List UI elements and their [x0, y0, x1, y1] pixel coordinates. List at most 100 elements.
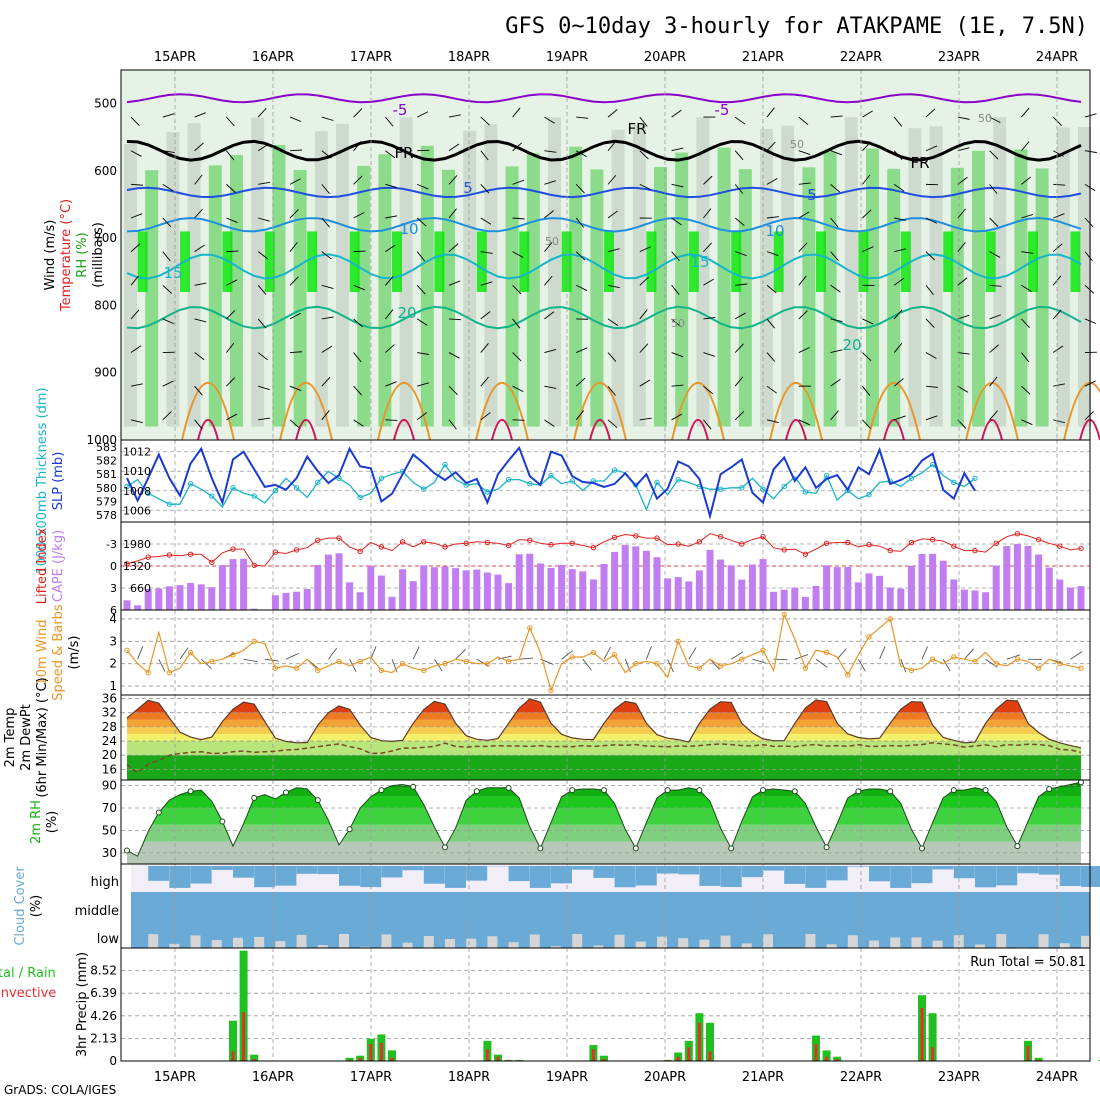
- wind-barb: [1021, 352, 1030, 363]
- wind-barb: [1084, 318, 1097, 325]
- wind10-barb: [815, 658, 828, 668]
- wind10-barb: [561, 650, 573, 660]
- rh-cell: [314, 131, 328, 427]
- wind10-point: [1035, 665, 1042, 671]
- rh2m-point: [632, 845, 639, 852]
- wind-barb: [734, 343, 744, 353]
- precip-total-bar: [229, 1020, 237, 1061]
- wind10-barb: [582, 658, 592, 671]
- cape-bar: [939, 560, 947, 610]
- wind10-point: [399, 660, 406, 667]
- cape-bar: [770, 591, 778, 610]
- rh2m-axis-label: 2m RH: [29, 800, 44, 844]
- rh2m-point: [1014, 843, 1021, 850]
- wind10-point: [611, 652, 618, 658]
- precip-conv-bar: [602, 1058, 606, 1061]
- precip-conv-bar: [825, 1056, 829, 1061]
- wind-barb: [798, 310, 808, 320]
- cloud-row-label-0: high: [91, 875, 119, 890]
- wind-barb: [925, 145, 938, 152]
- contour-hot-dome: [883, 418, 905, 441]
- wind-barb: [226, 377, 236, 387]
- precip-conv-bar: [666, 1059, 670, 1061]
- wind-barb: [957, 277, 968, 286]
- cape-bar: [483, 572, 491, 610]
- lifted-index-point: [866, 542, 872, 548]
- wind-barb: [893, 277, 905, 286]
- wind-barb: [607, 248, 620, 253]
- wind-barb: [989, 116, 1001, 123]
- wind-barb: [416, 217, 427, 227]
- rh-bright-cell: [604, 231, 614, 292]
- wind10-point: [209, 658, 215, 665]
- wind10-point: [527, 625, 533, 631]
- precip-tick-0: 8.52: [90, 964, 117, 978]
- wind-barb: [416, 251, 426, 262]
- wind-barb: [321, 116, 334, 121]
- cape-bar: [558, 564, 566, 610]
- wind10-point: [717, 663, 724, 669]
- wind-barb: [703, 278, 714, 286]
- wind-barb: [703, 385, 713, 395]
- wind-barb: [671, 183, 684, 188]
- cape-bar: [420, 565, 428, 610]
- wind-barb: [448, 419, 457, 430]
- lifted-index-point: [696, 539, 703, 545]
- thickness-point: [866, 491, 872, 498]
- wind10-point: [675, 638, 681, 645]
- cloud-low-cell: [275, 941, 286, 948]
- rh-bright-cell: [773, 231, 784, 292]
- wind-barb: [385, 419, 398, 421]
- wind-barb: [671, 318, 682, 328]
- cape-bar: [653, 557, 661, 610]
- cloud-high-cell: [975, 866, 996, 888]
- wind-barb: [512, 251, 524, 258]
- rh-cell: [675, 152, 689, 427]
- slp-frame: [120, 439, 1091, 523]
- rh-cell: [145, 170, 159, 427]
- wind-barb: [989, 376, 998, 387]
- wind-barb: [925, 318, 935, 328]
- wind-barb: [1084, 150, 1097, 154]
- rh-bright-cell: [137, 231, 148, 292]
- cloud-low-cell: [381, 934, 392, 948]
- temp-band-0: [127, 755, 1081, 780]
- wind-barb: [671, 413, 683, 421]
- contour-hot-dome: [981, 418, 1003, 441]
- wind-barb: [417, 183, 429, 190]
- wind10-barb: [1006, 654, 1021, 660]
- wind-barb: [130, 116, 140, 126]
- wind-barb: [321, 251, 332, 260]
- cloud-high-cell: [657, 866, 678, 874]
- wind-barb: [480, 217, 492, 225]
- lifted-index-point: [717, 533, 724, 540]
- wind10-barb: [858, 658, 866, 672]
- wind-tick-1: 3: [109, 634, 117, 648]
- lifted-index-point: [569, 540, 575, 546]
- cape-bar: [452, 568, 460, 610]
- wind-barb: [862, 352, 872, 362]
- cape-bar: [250, 608, 258, 610]
- wind-barb: [575, 150, 587, 158]
- wind-barb: [544, 275, 553, 286]
- wind-barb: [766, 284, 777, 294]
- cape-bar: [865, 573, 873, 610]
- lifted-index-point: [166, 552, 173, 558]
- contour-warm-dome: [475, 381, 529, 441]
- cape-bar: [324, 554, 332, 610]
- wind-barb: [353, 141, 362, 152]
- cape-bar: [229, 559, 237, 610]
- temp-tick-1: 32: [102, 706, 117, 720]
- cloud-low-cell: [445, 939, 455, 948]
- wind-barb: [639, 246, 651, 253]
- cloud-low-cell: [890, 937, 901, 948]
- wind-barb: [925, 108, 936, 118]
- wind-barb: [480, 311, 491, 320]
- cloud-low-cell: [720, 935, 731, 948]
- wind-barb: [162, 284, 172, 294]
- rh2m-point: [537, 845, 544, 852]
- wind-barb: [1021, 251, 1034, 254]
- wind10-barb: [603, 646, 612, 660]
- wind-barb: [734, 217, 745, 227]
- cloud-low-cell: [402, 942, 413, 948]
